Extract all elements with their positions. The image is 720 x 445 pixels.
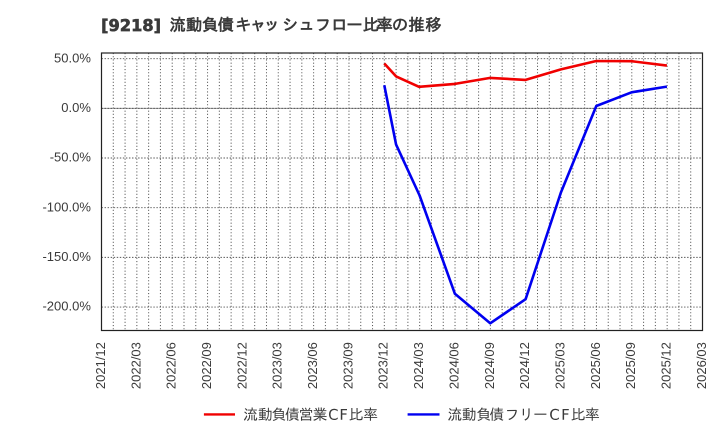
svg-text:2022/12: 2022/12: [234, 342, 249, 389]
svg-text:2023/12: 2023/12: [376, 342, 391, 389]
svg-text:2023/09: 2023/09: [340, 342, 355, 389]
svg-text:2025/12: 2025/12: [659, 342, 674, 389]
svg-text:2024/12: 2024/12: [517, 342, 532, 389]
svg-text:2023/03: 2023/03: [270, 342, 285, 389]
svg-text:2022/03: 2022/03: [128, 342, 143, 389]
svg-text:2024/06: 2024/06: [446, 342, 461, 389]
svg-text:-100.0%: -100.0%: [42, 199, 91, 214]
svg-text:2025/06: 2025/06: [588, 342, 603, 389]
svg-text:2021/12: 2021/12: [93, 342, 108, 389]
svg-text:-150.0%: -150.0%: [42, 249, 91, 264]
svg-text:2025/09: 2025/09: [623, 342, 638, 389]
svg-text:2022/09: 2022/09: [199, 342, 214, 389]
svg-text:-200.0%: -200.0%: [42, 299, 91, 314]
svg-text:2025/03: 2025/03: [552, 342, 567, 389]
svg-text:2023/06: 2023/06: [305, 342, 320, 389]
svg-text:2024/09: 2024/09: [482, 342, 497, 389]
svg-text:50.0%: 50.0%: [54, 50, 91, 65]
svg-text:0.0%: 0.0%: [61, 100, 91, 115]
svg-text:2024/03: 2024/03: [411, 342, 426, 389]
svg-text:-50.0%: -50.0%: [50, 150, 92, 165]
svg-text:2026/03: 2026/03: [694, 342, 709, 389]
svg-text:2022/06: 2022/06: [164, 342, 179, 389]
